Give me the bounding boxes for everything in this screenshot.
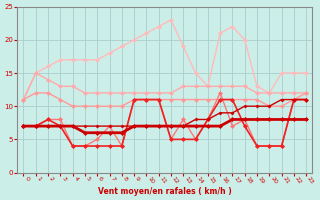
X-axis label: Vent moyen/en rafales ( km/h ): Vent moyen/en rafales ( km/h )	[98, 187, 232, 196]
